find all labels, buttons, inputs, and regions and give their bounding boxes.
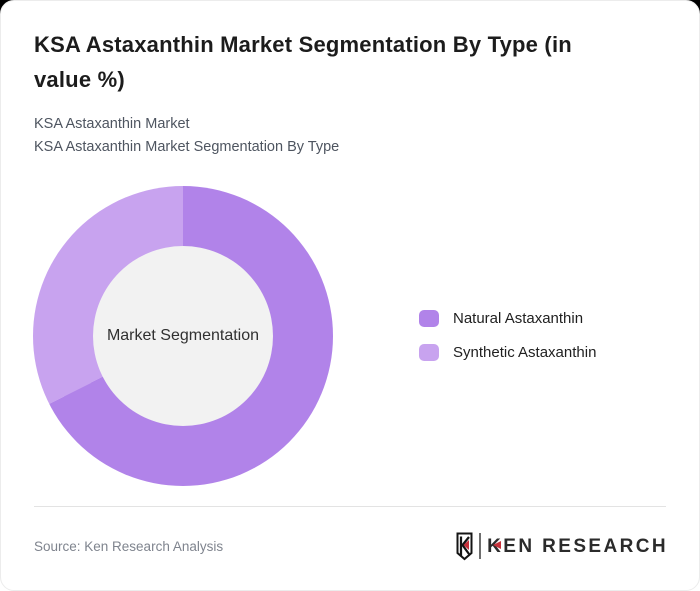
logo-divider bbox=[479, 533, 482, 559]
chart-subtitle-market: KSA Astaxanthin Market bbox=[34, 116, 190, 132]
donut-center: Market Segmentation bbox=[93, 246, 273, 426]
legend-item-synthetic[interactable]: Synthetic Astaxanthin bbox=[419, 344, 596, 361]
ken-research-wordmark: K EN RESEARCH bbox=[487, 537, 668, 556]
chart-subtitles: KSA Astaxanthin Market KSA Astaxanthin M… bbox=[34, 113, 339, 159]
legend-swatch-natural bbox=[419, 310, 439, 327]
ken-research-shield-icon bbox=[456, 532, 473, 560]
legend-label-synthetic: Synthetic Astaxanthin bbox=[453, 344, 597, 361]
footer-divider bbox=[34, 506, 666, 507]
ken-research-logo: K EN RESEARCH bbox=[456, 532, 668, 561]
wordmark-rest: EN RESEARCH bbox=[503, 535, 668, 557]
legend-item-natural[interactable]: Natural Astaxanthin bbox=[419, 310, 596, 327]
source-text: Source: Ken Research Analysis bbox=[34, 538, 224, 554]
chart-legend: Natural Astaxanthin Synthetic Astaxanthi… bbox=[419, 310, 596, 361]
footer: Source: Ken Research Analysis K EN RESEAR… bbox=[34, 521, 668, 571]
chart-title: KSA Astaxanthin Market Segmentation By T… bbox=[34, 32, 572, 92]
legend-label-natural: Natural Astaxanthin bbox=[453, 310, 584, 327]
donut-chart[interactable]: Market Segmentation bbox=[33, 186, 333, 486]
chart-subtitle-segmentation: KSA Astaxanthin Market Segmentation By T… bbox=[34, 139, 340, 155]
legend-swatch-synthetic bbox=[419, 344, 439, 361]
wordmark-red-triangle-icon bbox=[492, 541, 501, 549]
donut-center-label: Market Segmentation bbox=[106, 327, 260, 344]
